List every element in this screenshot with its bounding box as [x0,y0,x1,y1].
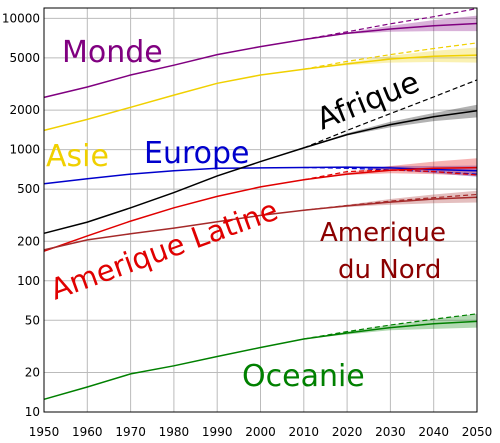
line-monde [43,22,478,99]
y-tick-label: 20 [25,366,40,380]
y-tick-label: 2000 [9,103,40,117]
y-tick-labels: 10 20 50 100 200 500 1000 2000 5000 10000 [2,11,40,419]
line-afrique [43,109,478,235]
x-tick-label: 2010 [289,425,320,439]
trend-amerique-du-nord [303,193,478,211]
y-tick-label: 10000 [2,11,40,25]
band-afrique [303,104,477,148]
line-oceanie [43,320,478,401]
label-oceanie: Oceanie [242,359,365,394]
label-europe: Europe [144,136,250,171]
plot-frame [43,7,478,413]
label-asie: Asie [46,139,109,174]
x-tick-label: 1990 [202,425,233,439]
y-tick-label: 50 [25,313,40,327]
x-tick-label: 1960 [72,425,103,439]
trend-amerique-latine [303,169,478,181]
line-amerique-latine [43,166,478,252]
label-monde: Monde [62,35,163,70]
x-tick-label: 2040 [418,425,449,439]
x-tick-label: 1980 [159,425,190,439]
y-tick-label: 1000 [9,143,40,157]
x-tick-label: 1970 [115,425,146,439]
line-amerique-du-nord [43,196,478,251]
x-tick-labels: 1950 1960 1970 1980 1990 2000 2010 2020 2030 2040… [29,425,493,439]
x-tick-label: 2020 [332,425,363,439]
x-tick-label: 2000 [245,425,276,439]
trend-afrique [303,79,478,149]
trend-lines [303,7,478,340]
trend-asie [303,42,478,70]
label-du-nord: du Nord [338,255,441,285]
series-lines [43,22,478,401]
y-tick-label: 5000 [9,51,40,65]
x-tick-label: 2050 [462,425,493,439]
line-asie [43,54,478,132]
y-tick-label: 200 [17,234,40,248]
trend-oceanie [303,313,478,340]
label-amerique: Amerique [320,218,446,248]
y-tick-label: 100 [17,274,40,288]
y-tick-label: 10 [25,405,40,419]
line-europe [43,166,478,185]
trend-monde [303,7,478,41]
x-tick-label: 1950 [29,425,60,439]
x-tick-label: 2030 [375,425,406,439]
y-tick-label: 500 [17,182,40,196]
